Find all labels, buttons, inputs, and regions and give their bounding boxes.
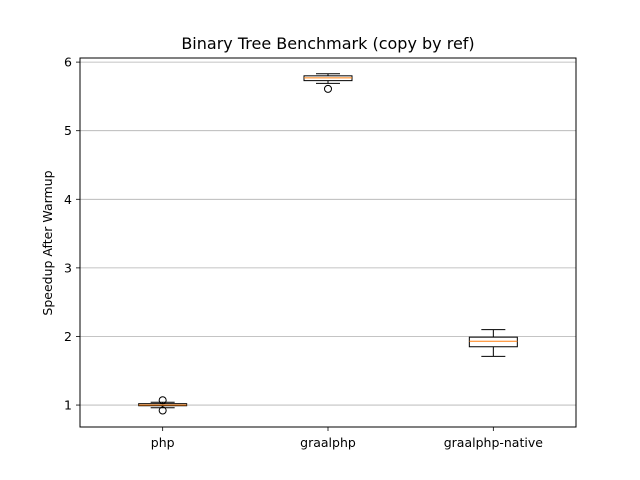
chart-title: Binary Tree Benchmark (copy by ref) xyxy=(181,34,474,53)
box-body xyxy=(468,336,518,348)
x-tick-label: php xyxy=(151,435,175,450)
outlier-point xyxy=(158,406,167,415)
box-php xyxy=(138,396,188,415)
y-tick-label: 4 xyxy=(64,192,72,207)
y-tick-label: 1 xyxy=(64,398,72,413)
x-axis-ticks: php graalphp graalphp-native xyxy=(151,427,543,450)
y-axis-ticks: 1 2 3 4 5 6 xyxy=(64,55,80,413)
x-tick-label: graalphp-native xyxy=(444,435,544,450)
y-tick-label: 6 xyxy=(64,55,72,70)
outlier-point xyxy=(158,396,167,405)
x-tick-label: graalphp xyxy=(300,435,356,450)
y-tick-label: 2 xyxy=(64,329,72,344)
grid-lines xyxy=(80,61,576,406)
outlier-point xyxy=(324,84,332,93)
y-tick-label: 5 xyxy=(64,123,72,138)
box-graalphp xyxy=(303,73,353,93)
box-group xyxy=(138,73,518,415)
box-graalphp-native xyxy=(468,329,518,357)
y-tick-label: 3 xyxy=(64,260,72,275)
plot-frame xyxy=(79,57,577,428)
y-axis-label: Speedup After Warmup xyxy=(40,170,55,315)
